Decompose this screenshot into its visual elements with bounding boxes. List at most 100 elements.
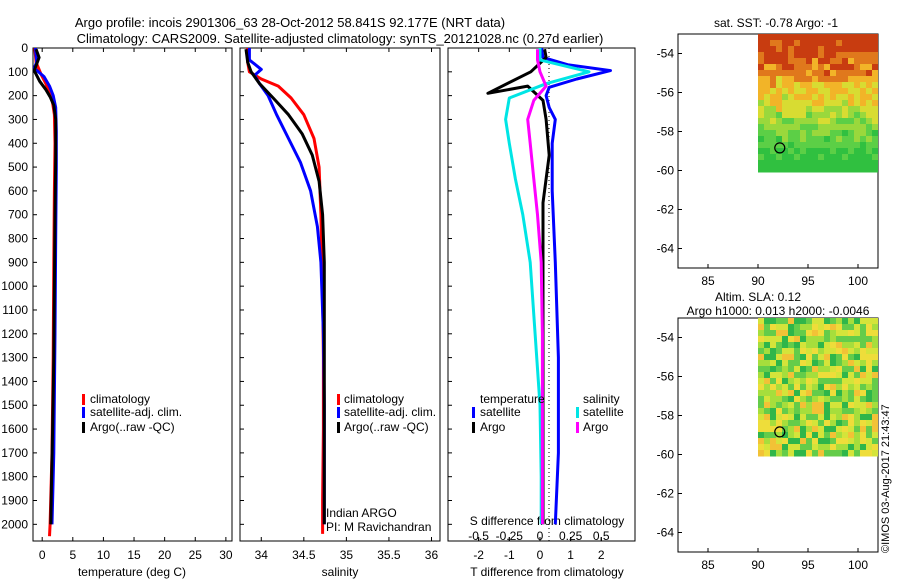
heatmap-cell (854, 106, 861, 113)
heatmap-cell (848, 142, 855, 149)
heatmap-cell (800, 64, 807, 71)
heatmap-cell (782, 336, 789, 343)
heatmap-cell (806, 124, 813, 131)
heatmap-cell (860, 420, 867, 427)
heatmap-cell (800, 402, 807, 409)
heatmap-cell (818, 76, 825, 83)
heatmap-cell (854, 360, 861, 367)
heatmap-cell (782, 408, 789, 415)
heatmap-cell (812, 118, 819, 125)
heatmap-cell (764, 106, 771, 113)
heatmap-cell (860, 58, 867, 65)
heatmap-cell (758, 390, 765, 397)
heatmap-cell (854, 372, 861, 379)
heatmap-cell (872, 390, 878, 397)
heatmap-cell (794, 372, 801, 379)
heatmap-cell (830, 58, 837, 65)
heatmap-cell (788, 100, 795, 107)
heatmap-cell (812, 372, 819, 379)
depth-tick-label: 0 (21, 41, 28, 55)
heatmap-cell (872, 336, 878, 343)
heatmap-cell (824, 426, 831, 433)
heatmap-cell (764, 58, 771, 65)
heatmap-cell (794, 342, 801, 349)
heatmap-cell (806, 384, 813, 391)
heatmap-cell (758, 396, 765, 403)
heatmap-cell (776, 64, 783, 71)
salinity-difference-x-ticks: -0.5 -0.25 0 0.25 0.5 (468, 529, 610, 543)
heatmap-cell (764, 88, 771, 95)
heatmap-cell (866, 82, 873, 89)
heatmap-cell (866, 330, 873, 337)
depth-tick-label: 600 (8, 184, 28, 198)
heatmap-cell (800, 438, 807, 445)
heatmap-cell (830, 420, 837, 427)
heatmap-cell (770, 450, 777, 457)
legend-salinity-title: salinity (583, 392, 620, 406)
heatmap-cell (776, 444, 783, 451)
heatmap-cell (860, 444, 867, 451)
heatmap-cell (764, 402, 771, 409)
heatmap-cell (794, 46, 801, 53)
heatmap-cell (776, 76, 783, 83)
heatmap-cell (824, 46, 831, 53)
heatmap-cell (782, 118, 789, 125)
heatmap-cell (866, 106, 873, 113)
salinity-lines (244, 48, 326, 534)
heatmap-cell (782, 396, 789, 403)
heatmap-cell (758, 324, 765, 331)
series-line-salinity-argo (526, 49, 548, 525)
heatmap-cell (800, 100, 807, 107)
heatmap-cell (842, 450, 849, 457)
heatmap-cell (860, 76, 867, 83)
heatmap-cell (800, 318, 807, 325)
heatmap-cell (860, 342, 867, 349)
heatmap-cell (764, 348, 771, 355)
series-line-argo-raw-qc- (33, 48, 58, 525)
heatmap-cell (794, 450, 801, 457)
heatmap-cell (818, 384, 825, 391)
watermark: ©IMOS 03-Aug-2017 21:43:47 (880, 404, 892, 553)
heatmap-cell (794, 160, 801, 167)
heatmap-cell (818, 70, 825, 77)
difference-xlabel-top: S difference from climatology (470, 514, 625, 528)
heatmap-cell (788, 118, 795, 125)
heatmap-cell (770, 106, 777, 113)
heatmap-cell (758, 366, 765, 373)
heatmap-cell (848, 34, 855, 41)
heatmap-cell (854, 160, 861, 167)
temperature-lines (33, 48, 58, 537)
heatmap-cell (758, 160, 765, 167)
heatmap-cell (758, 112, 765, 119)
heatmap-cell (782, 372, 789, 379)
heatmap-cell (812, 124, 819, 131)
heatmap-cell (764, 390, 771, 397)
heatmap-cell (860, 100, 867, 107)
heatmap-cell (776, 148, 783, 155)
x-tick-label: 5 (69, 548, 76, 562)
heatmap-cell (818, 58, 825, 65)
heatmap-cell (782, 414, 789, 421)
heatmap-cell (860, 136, 867, 143)
heatmap-cell (818, 408, 825, 415)
heatmap-cell (776, 378, 783, 385)
heatmap-cell (758, 136, 765, 143)
heatmap-cell (812, 408, 819, 415)
heatmap-cell (824, 438, 831, 445)
salinity-x-ticks: 34 34.5 35 35.5 36 (255, 48, 438, 562)
heatmap-cell (872, 438, 878, 445)
heatmap-cell (824, 450, 831, 457)
heatmap-cell (872, 402, 878, 409)
map-y-tick-label: -62 (657, 203, 675, 217)
heatmap-cell (824, 360, 831, 367)
heatmap-cell (830, 318, 837, 325)
heatmap-cell (794, 52, 801, 59)
heatmap-cell (836, 390, 843, 397)
heatmap-cell (800, 360, 807, 367)
legend-temp-argo: Argo (480, 420, 506, 434)
heatmap-cell (770, 414, 777, 421)
heatmap-cell (824, 142, 831, 149)
heatmap-cell (836, 444, 843, 451)
heatmap-cell (764, 384, 771, 391)
heatmap-cell (836, 348, 843, 355)
